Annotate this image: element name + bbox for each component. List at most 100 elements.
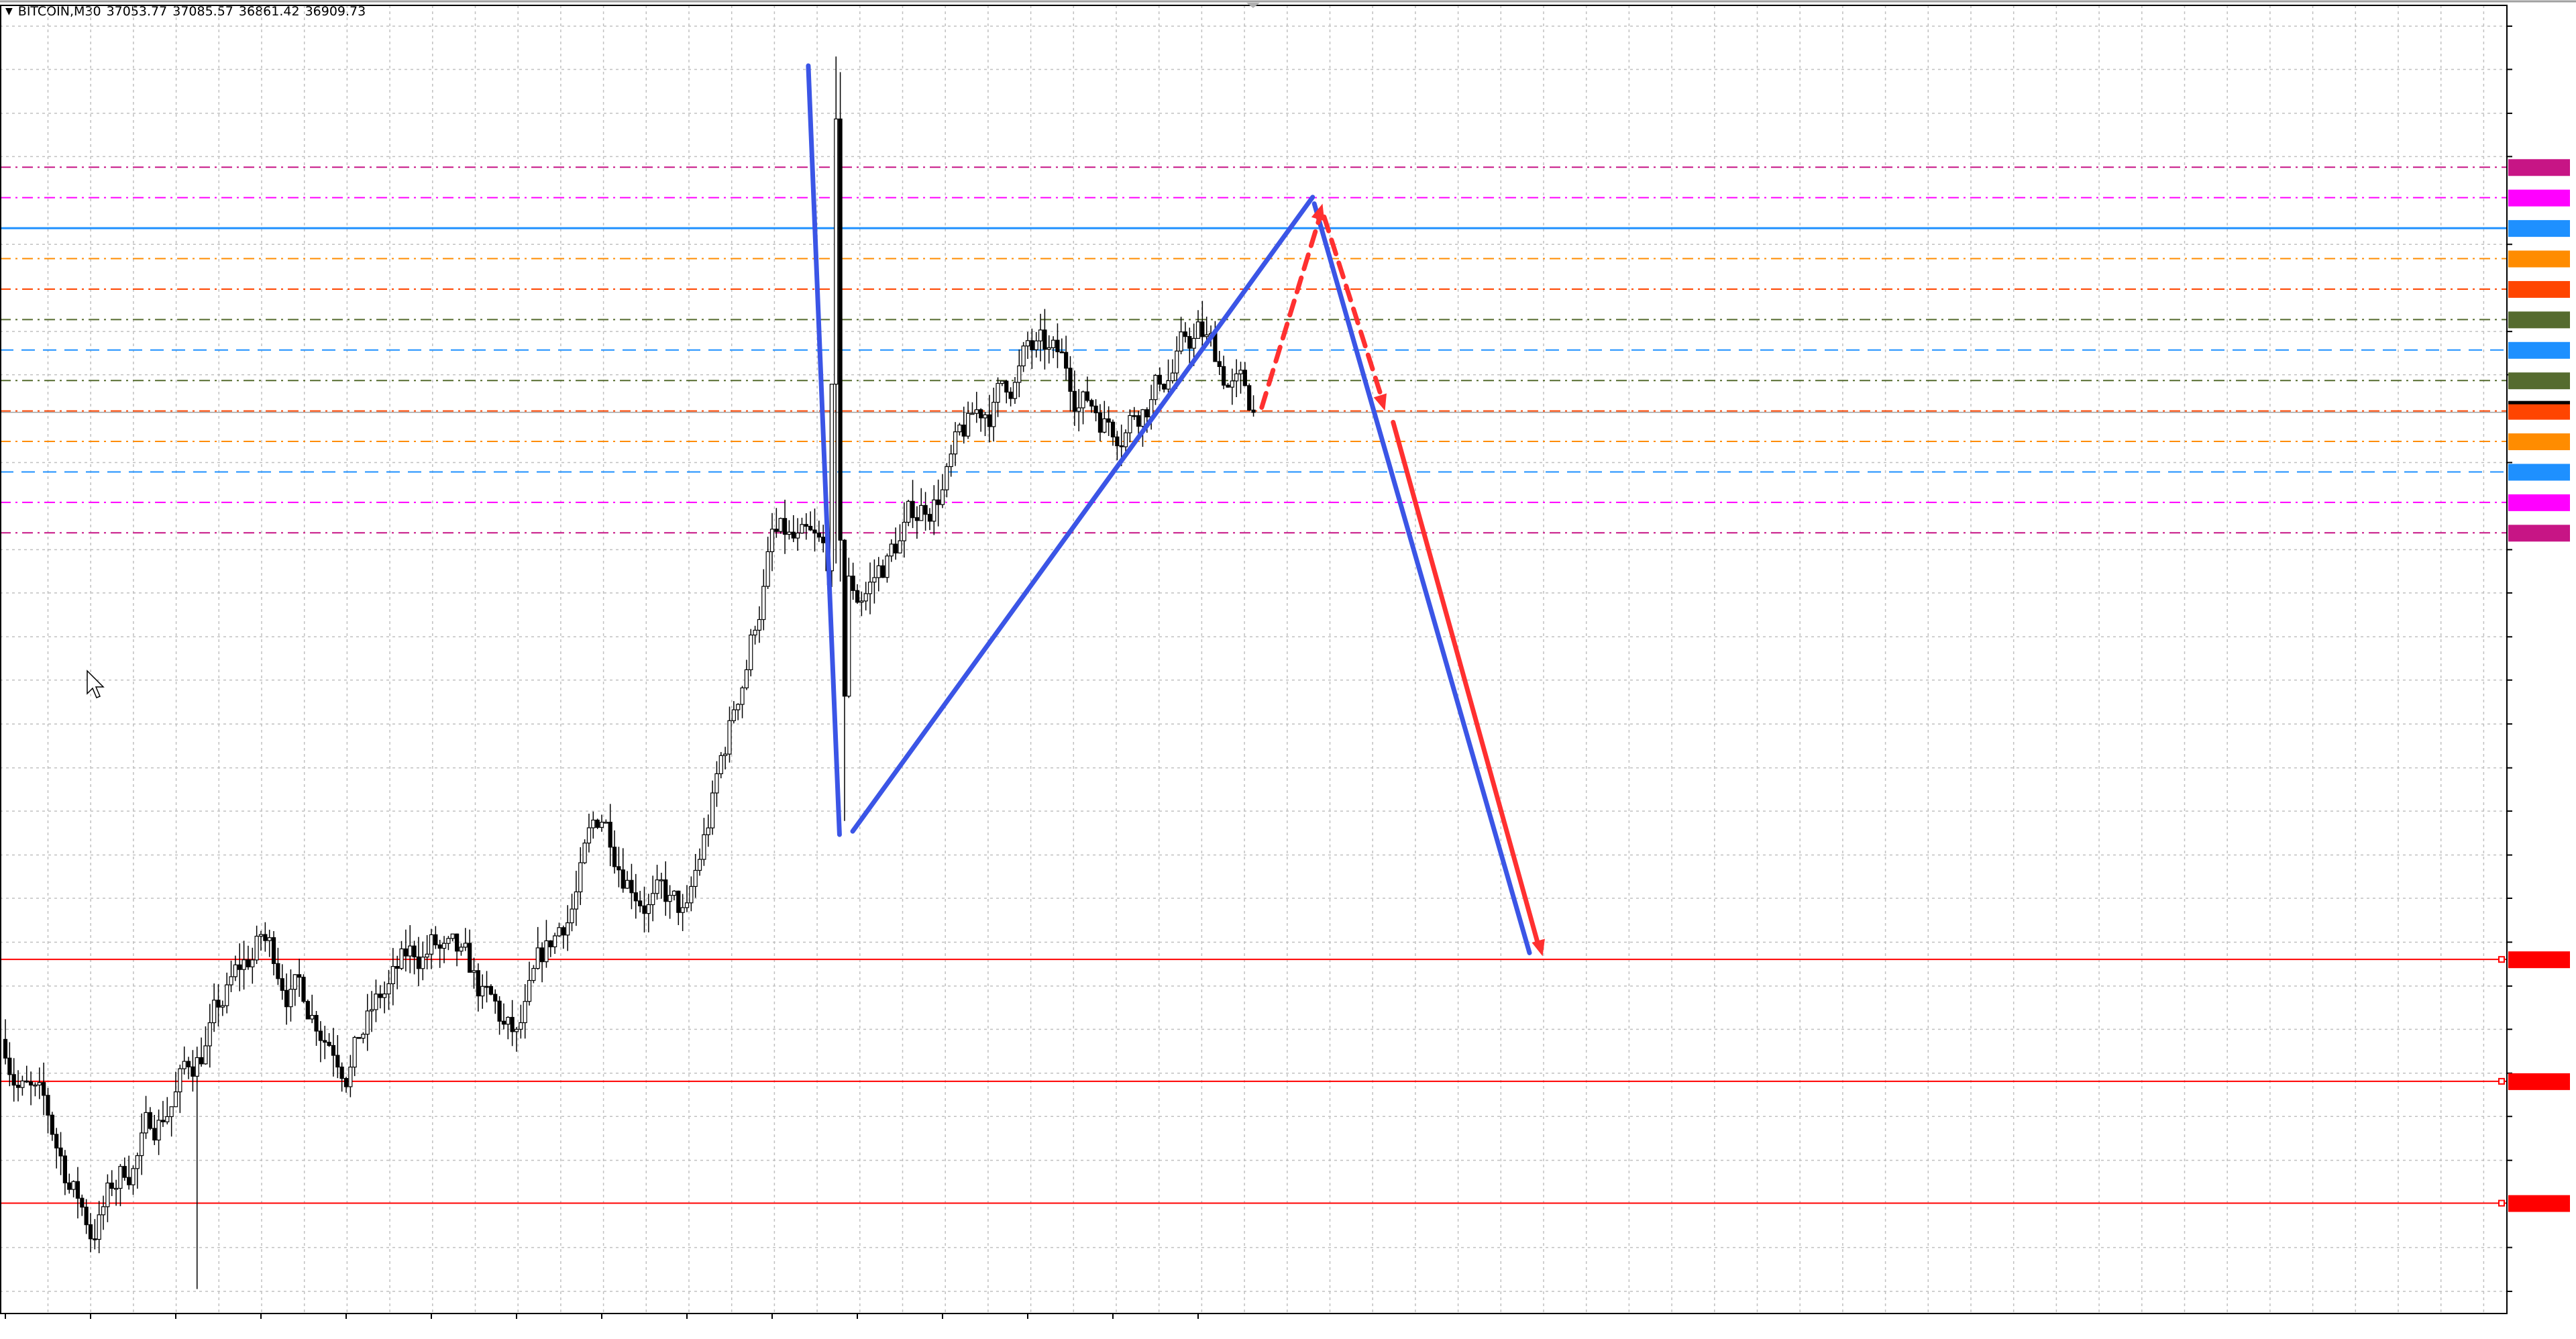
candle-body <box>472 970 476 973</box>
price-tag <box>2508 951 2570 969</box>
forecast-dashed-down[interactable] <box>1322 214 1385 400</box>
candle-body <box>365 1010 370 1035</box>
candle-body <box>173 1091 178 1108</box>
candle-body <box>54 1134 59 1148</box>
candle-body <box>612 847 617 867</box>
candle-body <box>706 827 710 835</box>
candle-body <box>148 1112 152 1129</box>
trend-line-drop[interactable] <box>806 63 842 837</box>
candle-body <box>395 966 400 969</box>
candle-body <box>506 1016 511 1025</box>
candle-body <box>480 985 485 997</box>
candle-body <box>876 565 881 578</box>
candle-body <box>680 907 685 913</box>
level-handle <box>2498 956 2505 963</box>
price-tag <box>2508 220 2570 237</box>
candle-body <box>1166 380 1171 390</box>
candle-body <box>514 1028 519 1032</box>
candle-body <box>352 1036 357 1068</box>
candle-body <box>301 977 306 1002</box>
candle-body <box>429 934 434 955</box>
candle-body <box>616 866 621 871</box>
candle-body <box>463 943 468 948</box>
candle-body <box>101 1206 106 1216</box>
candle-body <box>399 948 404 969</box>
candle-body <box>195 1057 199 1077</box>
candle-body <box>297 974 302 978</box>
candle-body <box>105 1182 110 1208</box>
candle-body <box>829 384 835 572</box>
candle-body <box>361 1034 366 1039</box>
candle-body <box>855 590 860 603</box>
candle-body <box>804 524 808 527</box>
candle-body <box>1055 339 1060 353</box>
candle-body <box>412 945 417 958</box>
candle-body <box>553 935 557 948</box>
candle-body <box>531 967 536 981</box>
level-lines <box>0 166 2507 1207</box>
candle-body <box>131 1168 136 1185</box>
candle-body <box>1213 333 1218 362</box>
candle-body <box>548 940 553 948</box>
candle-body <box>1008 391 1013 399</box>
candle-body <box>263 934 268 941</box>
trend-line-forecast[interactable] <box>1311 201 1532 955</box>
trend-drawings[interactable] <box>806 63 1545 957</box>
candle-body <box>987 414 991 427</box>
candle-body <box>250 959 255 967</box>
candle-body <box>160 1120 166 1122</box>
candle-body <box>983 414 987 419</box>
forecast-dashed-up[interactable] <box>1259 211 1324 410</box>
candle-body <box>288 989 293 1008</box>
candle-body <box>37 1082 42 1086</box>
candle-body <box>693 869 698 888</box>
candle-body <box>1217 361 1222 368</box>
candle-body <box>898 540 902 553</box>
candle-body <box>1017 365 1022 383</box>
candle-body <box>182 1061 186 1069</box>
candle-body <box>621 869 625 889</box>
candle-body <box>957 424 962 433</box>
candle-body <box>1046 347 1051 350</box>
candle-body <box>1144 409 1149 418</box>
candle-body <box>493 994 498 1002</box>
candle-body <box>501 1020 506 1025</box>
price-tag <box>2508 280 2570 298</box>
candle-body <box>970 413 975 415</box>
candle-body <box>118 1166 123 1189</box>
candle-body <box>390 966 395 985</box>
candle-body <box>539 947 545 963</box>
candle-body <box>795 532 800 539</box>
candle-body <box>323 1040 327 1043</box>
candle-body <box>318 1030 323 1041</box>
candle-body <box>169 1106 174 1118</box>
candle-body <box>1034 340 1038 350</box>
candle-body <box>761 586 766 621</box>
mouse-cursor-icon <box>87 670 105 698</box>
candle-body <box>991 402 996 427</box>
candle-body <box>914 517 920 521</box>
candle-body <box>1238 370 1243 374</box>
candle-body <box>67 1182 72 1190</box>
arrow-down-icon <box>1532 939 1545 957</box>
candle-body <box>1191 337 1196 349</box>
candle-body <box>586 827 592 844</box>
candle-body <box>574 891 579 910</box>
candle-body <box>1132 415 1136 417</box>
arrow-down-icon <box>1373 393 1387 411</box>
candle-body <box>919 504 924 521</box>
price-tag <box>2508 250 2570 268</box>
collapse-triangle-icon[interactable]: ▼ <box>5 6 13 17</box>
candle-body <box>1153 374 1158 400</box>
candle-body <box>284 989 289 1008</box>
candle-body <box>1157 374 1162 385</box>
trend-line-rise[interactable] <box>850 195 1316 834</box>
candle-body <box>220 1005 225 1008</box>
candle-body <box>812 529 817 534</box>
candle-body <box>33 1084 38 1087</box>
price-tag <box>2508 189 2570 207</box>
forecast-solid-down[interactable] <box>1391 419 1540 946</box>
candle-body <box>425 953 429 958</box>
